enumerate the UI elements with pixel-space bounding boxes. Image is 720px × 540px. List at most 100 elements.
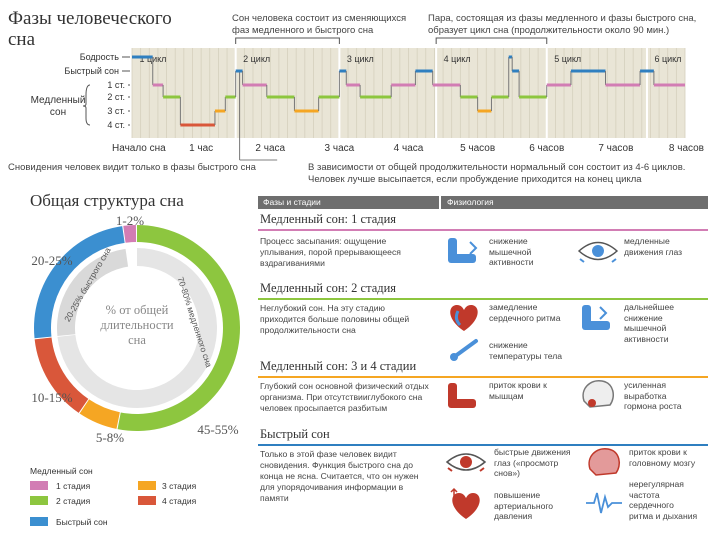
legend-swatch: [138, 496, 156, 505]
x-tick-label: 3 часа: [325, 143, 355, 154]
desc-line: памяти: [260, 493, 289, 503]
fact-line: медленные: [624, 236, 670, 246]
inner-rem: [56, 248, 129, 337]
desc-line: Только в этой фазе человек видит: [260, 449, 397, 459]
x-tick-label: Начало сна: [112, 143, 166, 154]
fact-muscle-further: дальнейшее снижение мышечной активности: [624, 302, 674, 344]
y-tick-label: 4 ст.: [107, 120, 125, 130]
cycle-label: 4 цикл: [444, 54, 471, 64]
y-group-label: сон: [50, 107, 66, 118]
fact-irregular-rhythm: нерегулярная частота сердечного ритма и …: [629, 479, 697, 521]
bracket-phases: [235, 37, 340, 44]
value-label: 5-8%: [96, 430, 124, 445]
fact-heart: замедление сердечного ритма: [489, 302, 561, 323]
phase-description: Неглубокий сон. На эту стадию приходится…: [260, 303, 409, 336]
structure-title: Общая структура сна: [30, 191, 184, 210]
value-label: 10-15%: [31, 390, 72, 405]
donut-slice: [34, 337, 89, 413]
desc-line: приходится больше половины общей: [260, 314, 410, 324]
note-cycle: Пара, состоящая из фазы медленного и фаз…: [428, 13, 696, 37]
fact-blood-muscles: приток крови к мышцам: [489, 380, 547, 401]
fact-line: приток крови к: [489, 380, 547, 390]
desc-line: продолжительности сна: [260, 325, 356, 335]
relaxed-arm-icon: [448, 238, 478, 263]
donut-slice: [117, 225, 241, 431]
desc-line: организма. При отсутствииглубокого сна: [260, 392, 423, 402]
phase-title: Медленный сон: 3 и 4 стадии: [260, 359, 417, 373]
legend-swatch: [30, 496, 48, 505]
slow-eye-icon: [577, 241, 619, 263]
legend-swatch: [138, 481, 156, 490]
fact-line: мышцам: [489, 390, 524, 401]
note-cycle-line1: Пара, состоящая из фазы медленного и фаз…: [428, 13, 697, 24]
footnote-cycles-line1: В зависимости от общей продолжительности…: [308, 162, 686, 173]
fact-line: усиленная: [624, 380, 667, 390]
brain-blood-icon: [588, 448, 621, 476]
y-tick-label: 2 ст.: [107, 92, 125, 102]
brain-icon: [582, 380, 615, 408]
phase-divider: [258, 444, 708, 446]
desc-line: Неглубокий сон. На эту стадию: [260, 303, 385, 313]
fact-line: гормона роста: [624, 401, 682, 411]
legend-label: 4 стадия: [162, 496, 197, 506]
donut-outer-ring: [33, 225, 241, 431]
x-tick-label: 2 часа: [255, 143, 285, 154]
fact-line: быстрые движения: [494, 447, 571, 457]
x-tick-label: 4 часа: [394, 143, 424, 154]
phase-title: Медленный сон: 2 стадия: [260, 281, 397, 295]
fact-line: мышечной: [624, 323, 667, 333]
fact-line: движения глаз: [624, 246, 683, 257]
fact-line: сердечного: [629, 500, 674, 510]
phase-title: Быстрый сон: [260, 427, 330, 441]
desc-line: сновидения. Функция быстрого сна до: [260, 460, 414, 470]
desc-line: человек просыпается разбитым: [260, 403, 388, 413]
center-label: длительности: [100, 318, 173, 332]
muscle-blood-icon: [448, 383, 476, 408]
desc-line: уплывания, порой прерывающееся: [260, 247, 401, 257]
note-phases: Сон человека состоит из сменяющихся фаз …: [232, 13, 406, 37]
phase-divider: [258, 376, 708, 378]
desc-line: для упорядочивания информации в: [260, 482, 404, 492]
heart-pressure-icon: [450, 487, 480, 519]
legend-title: Медленный сон: [30, 466, 93, 476]
fact-line: выработка: [624, 390, 667, 401]
note-phases-line1: Сон человека состоит из сменяющихся: [232, 13, 407, 24]
y-group-bracket: [82, 84, 91, 126]
thermometer-icon: [450, 339, 478, 361]
value-label: 45-55%: [197, 422, 238, 437]
hypnogram-chart: Бодрость Быстрый сон 1 ст. 2 ст. 3 ст. 4 ст. М…: [31, 37, 704, 161]
footnote-cycles: В зависимости от общей продолжительности…: [308, 162, 708, 186]
fact-line: замедление: [489, 302, 538, 312]
cycle-label: 5 цикл: [554, 54, 581, 64]
fact-line: температуры тела: [489, 350, 563, 361]
fact-line: артериального: [494, 500, 554, 511]
page-title-line2: сна: [8, 29, 36, 50]
phase-divider: [258, 298, 708, 300]
fact-line: активности: [489, 257, 534, 267]
fact-line: нерегулярная: [629, 479, 684, 489]
arm-icon: [582, 305, 610, 330]
fact-rapid-eye: быстрые движения глаз («просмотр снов»): [494, 447, 571, 479]
fact-line: активности: [624, 333, 669, 344]
annotation-brackets: [235, 37, 548, 161]
cycle-label: 6 цикл: [654, 54, 681, 64]
table-header-physiology: Физиология: [441, 196, 708, 209]
x-tick-label: 8 часов: [669, 143, 704, 154]
fact-line: частота: [629, 489, 660, 500]
center-label: % от общей: [106, 303, 169, 317]
fact-line: снижение: [624, 312, 663, 323]
fact-pressure: повышение артериального давления: [494, 490, 553, 522]
donut-hole: [76, 267, 198, 389]
x-tick-label: 5 часов: [460, 143, 495, 154]
desc-line: конца не ясна. Считается, что он нужен: [260, 471, 419, 481]
cycle-label: 2 цикл: [243, 54, 270, 64]
bracket-cycle: [435, 37, 548, 44]
fact-line: давления: [494, 511, 533, 521]
fact-line: повышение: [494, 490, 541, 500]
x-axis-labels: Начало сна 1 час 2 часа 3 часа 4 часа 5 часов…: [112, 143, 704, 154]
y-tick-label: Быстрый сон: [64, 66, 119, 76]
fact-line: ритма и дыхания: [629, 510, 698, 521]
phase-row-stage1: Медленный сон: 1 стадия Процесс засыпани…: [258, 212, 708, 288]
donut-slice: [123, 225, 137, 243]
fact-growth-hormone: усиленная выработка гормона роста: [624, 380, 682, 412]
